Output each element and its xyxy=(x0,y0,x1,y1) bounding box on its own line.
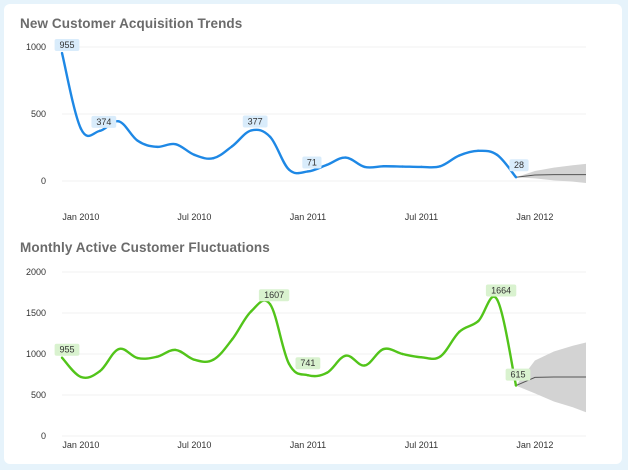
act-y-tick-label: 2000 xyxy=(26,267,46,277)
svg-text:955: 955 xyxy=(59,40,74,50)
act-data-point xyxy=(344,354,347,357)
act-data-point xyxy=(231,338,234,341)
act-data-point xyxy=(136,356,139,360)
svg-text:71: 71 xyxy=(307,157,317,167)
svg-text:28: 28 xyxy=(514,160,524,170)
acq-data-label: 374 xyxy=(91,115,117,128)
acq-data-point xyxy=(79,127,83,130)
svg-text:374: 374 xyxy=(96,117,111,127)
act-data-point xyxy=(249,310,253,313)
acq-data-point xyxy=(136,139,139,142)
svg-text:1607: 1607 xyxy=(264,290,284,300)
acq-forecast-line xyxy=(515,174,586,178)
act-y-tick-label: 0 xyxy=(41,431,46,441)
acq-data-point xyxy=(306,170,310,173)
act-data-point xyxy=(212,358,215,361)
acq-x-tick-label: Jan 2011 xyxy=(290,212,326,222)
act-data-point xyxy=(401,352,404,356)
act-data-point xyxy=(458,330,461,334)
act-y-tick-label: 1000 xyxy=(26,349,46,359)
acq-x-tick-label: Jan 2012 xyxy=(516,212,553,222)
act-data-point xyxy=(287,362,291,366)
acq-data-point xyxy=(458,154,461,157)
act-data-point xyxy=(363,364,366,367)
acq-data-point xyxy=(514,176,518,179)
svg-text:955: 955 xyxy=(59,345,74,355)
act-data-point xyxy=(155,355,158,359)
acq-data-point xyxy=(495,153,499,157)
act-data-point xyxy=(306,374,310,377)
act-x-tick-label: Jul 2010 xyxy=(177,440,211,450)
acq-data-point xyxy=(287,168,291,171)
act-data-point xyxy=(514,384,518,387)
act-data-point xyxy=(117,347,120,351)
acq-y-tick-label: 1000 xyxy=(26,42,46,52)
svg-text:377: 377 xyxy=(248,116,263,126)
act-x-tick-label: Jul 2011 xyxy=(405,440,438,450)
acq-data-point xyxy=(344,156,347,159)
acq-data-point xyxy=(476,149,480,153)
acq-data-point xyxy=(60,51,64,55)
act-data-point xyxy=(79,375,83,379)
act-data-label: 741 xyxy=(295,357,321,370)
acq-data-point xyxy=(231,144,234,148)
act-data-point xyxy=(98,370,102,373)
acq-y-tick-label: 0 xyxy=(41,176,46,186)
acq-data-point xyxy=(268,135,272,138)
act-data-point xyxy=(420,356,423,359)
act-data-point xyxy=(382,347,385,351)
chart-title-acquisition: New Customer Acquisition Trends xyxy=(20,16,243,31)
acq-x-tick-label: Jul 2011 xyxy=(405,212,438,222)
act-series-line xyxy=(61,295,518,386)
act-y-tick-label: 500 xyxy=(31,390,46,400)
act-data-point xyxy=(476,320,480,323)
svg-text:741: 741 xyxy=(300,358,315,368)
acq-data-point xyxy=(212,157,215,160)
acq-y-tick-label: 500 xyxy=(31,109,46,119)
acq-data-label: 28 xyxy=(509,159,529,172)
chart-title-active: Monthly Active Customer Fluctuations xyxy=(20,240,270,255)
act-data-point xyxy=(60,356,64,359)
acq-data-point xyxy=(382,165,385,168)
acq-data-label: 71 xyxy=(302,156,322,169)
acq-data-point xyxy=(325,163,329,167)
act-data-label: 1607 xyxy=(258,289,290,302)
acq-x-tick-label: Jul 2010 xyxy=(177,212,211,222)
acq-data-point xyxy=(98,129,102,133)
svg-text:1664: 1664 xyxy=(491,286,511,296)
act-data-point xyxy=(174,348,177,352)
act-x-tick-label: Jan 2012 xyxy=(516,440,553,450)
acq-data-point xyxy=(155,145,158,149)
act-x-tick-label: Jan 2011 xyxy=(290,440,326,450)
act-data-label: 1664 xyxy=(485,284,517,297)
acq-data-point xyxy=(193,153,196,157)
act-data-point xyxy=(268,303,272,306)
act-data-point xyxy=(439,355,442,358)
act-data-point xyxy=(325,371,329,375)
acq-x-tick-label: Jan 2010 xyxy=(62,212,99,222)
acq-data-label: 955 xyxy=(54,39,80,52)
act-data-point xyxy=(495,298,499,301)
act-x-tick-label: Jan 2010 xyxy=(62,440,99,450)
act-data-label: 955 xyxy=(54,343,80,356)
act-data-point xyxy=(193,358,196,361)
acq-forecast-band xyxy=(516,163,586,184)
acq-data-point xyxy=(439,165,442,168)
acq-data-point xyxy=(363,165,366,169)
acq-data-point xyxy=(117,120,120,123)
acq-data-label: 377 xyxy=(242,115,268,128)
dashboard-card xyxy=(4,4,622,464)
svg-text:615: 615 xyxy=(510,370,525,380)
act-data-label: 615 xyxy=(505,368,531,381)
acq-data-point xyxy=(420,165,423,169)
acq-data-point xyxy=(174,142,177,146)
acq-data-point xyxy=(249,129,253,132)
act-y-tick-label: 1500 xyxy=(26,308,46,318)
acq-data-point xyxy=(401,165,404,168)
